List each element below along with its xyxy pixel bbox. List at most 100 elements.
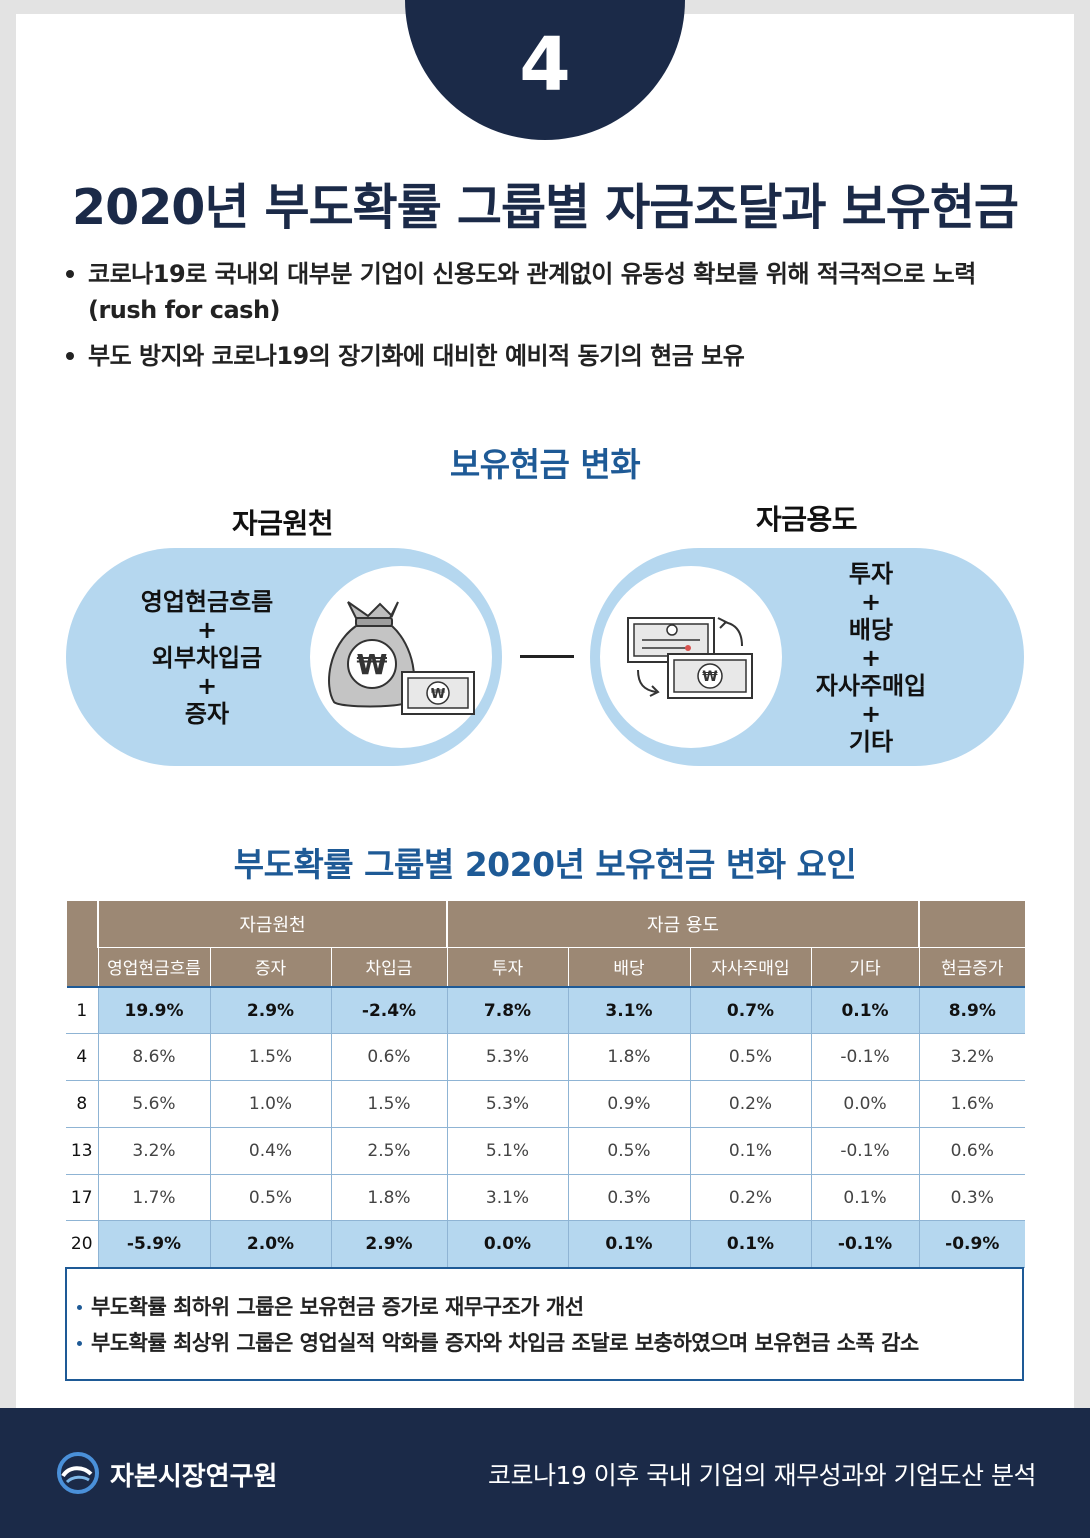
table-row: 17 1.7% 0.5% 1.8% 3.1% 0.3% 0.2% 0.1% 0.3% bbox=[66, 1174, 1026, 1222]
table-row: 4 8.6% 1.5% 0.6% 5.3% 1.8% 0.5% -0.1% 3.2% bbox=[66, 1033, 1026, 1082]
source-items: 영업현금흐름 + 외부차입금 + 증자 bbox=[100, 588, 314, 728]
table-cell: 0.5% bbox=[209, 1174, 331, 1222]
row-group-id: 4 bbox=[66, 1033, 98, 1082]
bullet-item: 코로나19로 국내외 대부분 기업이 신용도와 관계없이 유동성 확보를 위해 … bbox=[62, 256, 1042, 328]
diagram-title: 보유현금 변화 bbox=[449, 445, 641, 484]
column-header: 자사주매입 bbox=[689, 946, 811, 987]
certificate-exchange-icon: ₩ bbox=[627, 617, 753, 699]
cash-change-table: 자금원천 자금 용도 영업현금흐름 증자 차입금 투자 배당 자사주매입 기타 … bbox=[65, 901, 1026, 1269]
notes-box: 부도확률 최하위 그룹은 보유현금 증가로 재무구조가 개선 부도확률 최상위 … bbox=[65, 1267, 1024, 1381]
note-item: 부도확률 최하위 그룹은 보유현금 증가로 재무구조가 개선 bbox=[77, 1289, 1012, 1325]
table-cell: 0.2% bbox=[689, 1174, 811, 1222]
column-header: 영업현금흐름 bbox=[97, 946, 210, 987]
usage-item: 기타 bbox=[848, 728, 894, 756]
usage-item: 배당 bbox=[848, 616, 894, 644]
column-header: 배당 bbox=[567, 946, 690, 987]
column-header: 기타 bbox=[810, 946, 920, 987]
usage-plus: + bbox=[860, 644, 882, 672]
table-cell: -0.9% bbox=[918, 1220, 1026, 1269]
source-item: 증자 bbox=[184, 700, 230, 728]
usage-item: 자사주매입 bbox=[815, 672, 927, 700]
table-cell: 5.6% bbox=[97, 1080, 210, 1128]
note-item: 부도확률 최상위 그룹은 영업실적 악화를 증자와 차입금 조달로 보충하였으며… bbox=[77, 1325, 1012, 1361]
table-cell: 1.5% bbox=[330, 1080, 447, 1128]
group-header-usage: 자금 용도 bbox=[445, 901, 920, 947]
table-cell: -0.1% bbox=[810, 1033, 920, 1082]
page-title: 2020년 부도확률 그룹별 자금조달과 보유현금 bbox=[72, 179, 1019, 236]
table-cell: 0.1% bbox=[689, 1127, 811, 1175]
table-row: 13 3.2% 0.4% 2.5% 5.1% 0.5% 0.1% -0.1% 0.6% bbox=[66, 1127, 1026, 1175]
row-group-id: 13 bbox=[66, 1127, 98, 1175]
source-icon-circle: ₩ ₩ bbox=[310, 566, 492, 748]
row-group-id: 17 bbox=[66, 1174, 98, 1222]
table-cell: 0.2% bbox=[689, 1080, 811, 1128]
column-header: 차입금 bbox=[330, 946, 447, 987]
table-cell: 2.5% bbox=[330, 1127, 447, 1175]
table-cell: 0.3% bbox=[918, 1174, 1026, 1222]
won-symbol: ₩ bbox=[431, 687, 446, 702]
table-cell: 5.3% bbox=[446, 1080, 568, 1128]
table-cell: 0.5% bbox=[567, 1127, 690, 1175]
table-cell: 0.0% bbox=[446, 1220, 568, 1269]
table-cell: 0.1% bbox=[810, 986, 920, 1035]
row-group-id: 20 bbox=[66, 1220, 98, 1269]
table-cell: -2.4% bbox=[330, 986, 447, 1035]
usage-plus: + bbox=[860, 588, 882, 616]
usage-plus: + bbox=[860, 700, 882, 728]
table-title: 부도확률 그룹별 2020년 보유현금 변화 요인 bbox=[233, 845, 857, 884]
table-cell: 3.2% bbox=[97, 1127, 210, 1175]
table-cell: 1.8% bbox=[567, 1033, 690, 1082]
table-cell: 1.0% bbox=[209, 1080, 331, 1128]
table-cell: 0.0% bbox=[810, 1080, 920, 1128]
summary-bullets: 코로나19로 국내외 대부분 기업이 신용도와 관계없이 유동성 확보를 위해 … bbox=[62, 256, 1042, 384]
column-header: 현금증가 bbox=[918, 946, 1026, 987]
money-bag-icon: ₩ ₩ bbox=[328, 601, 475, 715]
table-row: 8 5.6% 1.0% 1.5% 5.3% 0.9% 0.2% 0.0% 1.6% bbox=[66, 1080, 1026, 1128]
table-cell: -0.1% bbox=[810, 1127, 920, 1175]
usage-item: 투자 bbox=[848, 560, 894, 588]
org-name: 자본시장연구원 bbox=[110, 1462, 278, 1492]
table-cell: 0.9% bbox=[567, 1080, 690, 1128]
table-cell: 0.6% bbox=[330, 1033, 447, 1082]
table-cell: 3.1% bbox=[446, 1174, 568, 1222]
column-header: 투자 bbox=[446, 946, 568, 987]
won-symbol: ₩ bbox=[702, 669, 718, 685]
table-cell: 0.7% bbox=[689, 986, 811, 1035]
report-title: 코로나19 이후 국내 기업의 재무성과와 기업도산 분석 bbox=[488, 1461, 1037, 1490]
table-cell: 0.6% bbox=[918, 1127, 1026, 1175]
table-cell: 0.5% bbox=[689, 1033, 811, 1082]
table-cell: 2.9% bbox=[330, 1220, 447, 1269]
footer: 자본시장연구원 코로나19 이후 국내 기업의 재무성과와 기업도산 분석 bbox=[0, 1408, 1090, 1538]
source-item: 외부차입금 bbox=[151, 644, 263, 672]
table-cell: 0.1% bbox=[810, 1174, 920, 1222]
source-plus: + bbox=[196, 616, 218, 644]
table-cell: 19.9% bbox=[97, 986, 210, 1035]
won-symbol: ₩ bbox=[357, 648, 388, 681]
row-group-id: 1 bbox=[66, 986, 98, 1035]
table-cell: 0.3% bbox=[567, 1174, 690, 1222]
table-cell: -0.1% bbox=[810, 1220, 920, 1269]
group-header-source: 자금원천 bbox=[97, 901, 447, 947]
usage-icon-circle: ₩ bbox=[600, 566, 782, 748]
table-row: 20 -5.9% 2.0% 2.9% 0.0% 0.1% 0.1% -0.1% -0.9% bbox=[66, 1220, 1026, 1269]
table-cell: 1.6% bbox=[918, 1080, 1026, 1128]
table-cell: 3.2% bbox=[918, 1033, 1026, 1082]
table-cell: 5.3% bbox=[446, 1033, 568, 1082]
table-row: 1 19.9% 2.9% -2.4% 7.8% 3.1% 0.7% 0.1% 8.9% bbox=[66, 986, 1026, 1035]
table-cell: 5.1% bbox=[446, 1127, 568, 1175]
table-cell: 1.7% bbox=[97, 1174, 210, 1222]
table-cell: 2.0% bbox=[209, 1220, 331, 1269]
row-label-header bbox=[65, 901, 98, 987]
usage-heading: 자금용도 bbox=[756, 503, 858, 536]
page-number: 4 bbox=[519, 22, 571, 108]
row-group-id: 8 bbox=[66, 1080, 98, 1128]
usage-items: 투자 + 배당 + 자사주매입 + 기타 bbox=[796, 560, 946, 756]
logo-icon bbox=[57, 1452, 99, 1494]
group-header-blank bbox=[918, 901, 1026, 947]
source-item: 영업현금흐름 bbox=[140, 588, 274, 616]
table-cell: 0.1% bbox=[567, 1220, 690, 1269]
table-cell: 0.1% bbox=[689, 1220, 811, 1269]
connector-line bbox=[520, 655, 574, 658]
table-cell: 1.8% bbox=[330, 1174, 447, 1222]
column-header: 증자 bbox=[209, 946, 331, 987]
